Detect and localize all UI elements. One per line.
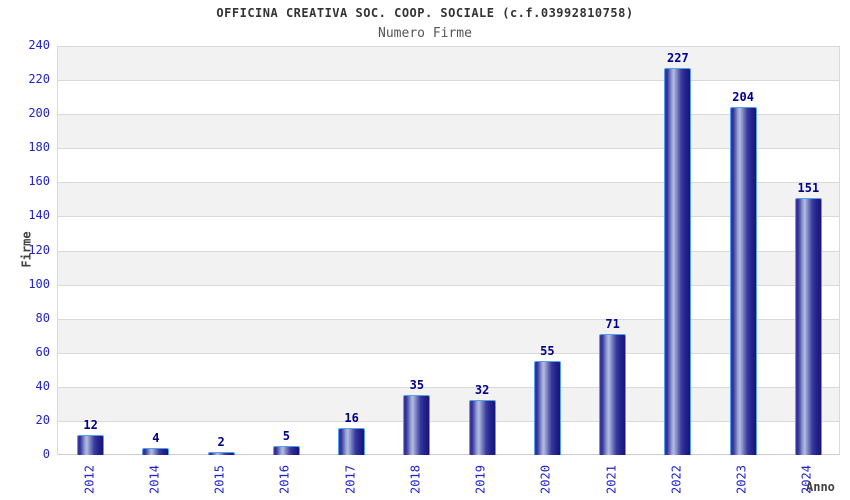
- gridline: [58, 420, 839, 422]
- x-tick-label-2019: 2019: [473, 465, 488, 494]
- plot-band: [58, 114, 839, 149]
- x-tick-label-2015: 2015: [212, 465, 227, 494]
- gridline: [58, 216, 839, 218]
- gridline: [58, 114, 839, 116]
- x-tick-label-2018: 2018: [408, 465, 423, 494]
- x-tick-label-2020: 2020: [538, 465, 553, 494]
- x-tick-label-2023: 2023: [734, 465, 749, 494]
- x-tick-label-2016: 2016: [277, 465, 292, 494]
- plot-band: [58, 284, 839, 319]
- gridline: [58, 318, 839, 320]
- bar-value-label: 71: [605, 317, 620, 331]
- bar-2014[interactable]: [142, 448, 170, 455]
- bar-2023[interactable]: [729, 107, 757, 455]
- bar-value-label: 16: [344, 410, 359, 425]
- y-tick-label: 0: [42, 447, 50, 461]
- bar-2012[interactable]: [77, 434, 105, 455]
- bar-value-label: 227: [667, 51, 689, 66]
- bar-2018[interactable]: [403, 395, 431, 455]
- plot-band: [58, 216, 839, 251]
- bar-2022[interactable]: [664, 68, 692, 455]
- plot-area: 12 4 2 5 16 35 32 55 71 227 204 151: [57, 46, 840, 455]
- y-tick-label: 220: [28, 72, 50, 87]
- bar-value-label: 151: [797, 180, 820, 195]
- gridline: [58, 284, 839, 286]
- y-tick-label: 160: [28, 174, 50, 189]
- gridline: [58, 250, 839, 252]
- bar-2015[interactable]: [207, 451, 235, 455]
- y-tick-label: 20: [35, 412, 50, 427]
- chart-title: OFFICINA CREATIVA SOC. COOP. SOCIALE (c.…: [216, 6, 634, 20]
- bar-2021[interactable]: [599, 334, 627, 455]
- gridline: [58, 182, 839, 184]
- plot-band: [58, 80, 839, 115]
- plot-band: [58, 420, 839, 455]
- plot-band: [58, 182, 839, 217]
- bar-value-label: 12: [83, 417, 98, 432]
- x-tick-label-2012: 2012: [82, 465, 97, 494]
- bar-2024[interactable]: [794, 197, 822, 455]
- plot-band: [58, 386, 839, 421]
- y-tick-label: 120: [28, 242, 50, 257]
- gridline: [58, 80, 839, 82]
- bar-2017[interactable]: [338, 427, 366, 455]
- x-tick-label-2021: 2021: [604, 465, 619, 494]
- bar-value-label: 32: [474, 383, 490, 398]
- gridline: [58, 148, 839, 150]
- y-tick-label: 200: [28, 106, 50, 121]
- y-tick-label: 80: [35, 310, 50, 325]
- x-axis-line: [58, 454, 839, 455]
- plot-band: [58, 46, 839, 81]
- bar-2019[interactable]: [468, 400, 496, 455]
- bar-value-label: 204: [732, 90, 754, 105]
- bar-value-label: 5: [282, 429, 290, 444]
- bar-2020[interactable]: [533, 361, 561, 455]
- x-tick-label-2017: 2017: [343, 465, 358, 494]
- plot-band: [58, 318, 839, 353]
- plot-band: [58, 148, 839, 183]
- gridline: [58, 386, 839, 388]
- gridline: [58, 352, 839, 354]
- y-tick-label: 60: [35, 344, 50, 359]
- y-tick-label: 180: [28, 140, 50, 155]
- gridline: [58, 46, 839, 47]
- x-axis-title: Anno: [806, 480, 835, 494]
- y-tick-label: 100: [28, 276, 50, 291]
- bar-value-label: 2: [217, 434, 225, 449]
- bar-value-label: 4: [152, 431, 160, 446]
- y-tick-label: 240: [28, 38, 50, 52]
- y-tick-label: 140: [28, 208, 50, 223]
- plot-band: [58, 352, 839, 387]
- bar-2016[interactable]: [272, 446, 300, 455]
- bar-value-label: 35: [409, 378, 425, 393]
- chart-subtitle: Numero Firme: [378, 26, 472, 41]
- x-tick-label-2014: 2014: [147, 465, 162, 494]
- y-tick-label: 40: [35, 378, 50, 393]
- bar-value-label: 55: [540, 344, 555, 359]
- x-tick-label-2022: 2022: [669, 465, 684, 494]
- plot-band: [58, 250, 839, 285]
